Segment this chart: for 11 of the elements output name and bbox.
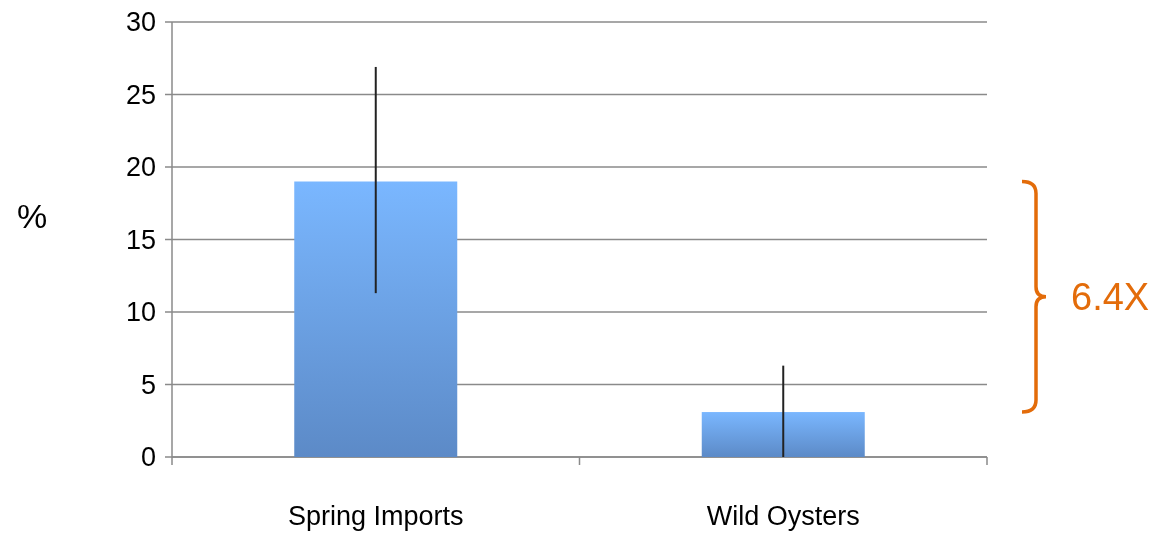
text: 6.4X — [1071, 276, 1150, 319]
x-tick-label: Spring Imports — [287, 501, 464, 531]
y-tick-label: 30 — [125, 7, 156, 38]
y-tick-label: 0 — [140, 442, 156, 473]
y-tick-label: 25 — [125, 79, 156, 110]
y-tick-label: 5 — [140, 369, 156, 400]
x-tick-label: Wild Oysters — [706, 501, 860, 531]
y-axis-title: % — [16, 197, 48, 235]
y-tick-label: 15 — [125, 224, 156, 255]
y-tick-label: 10 — [125, 297, 156, 328]
y-tick-label: 20 — [125, 152, 156, 183]
